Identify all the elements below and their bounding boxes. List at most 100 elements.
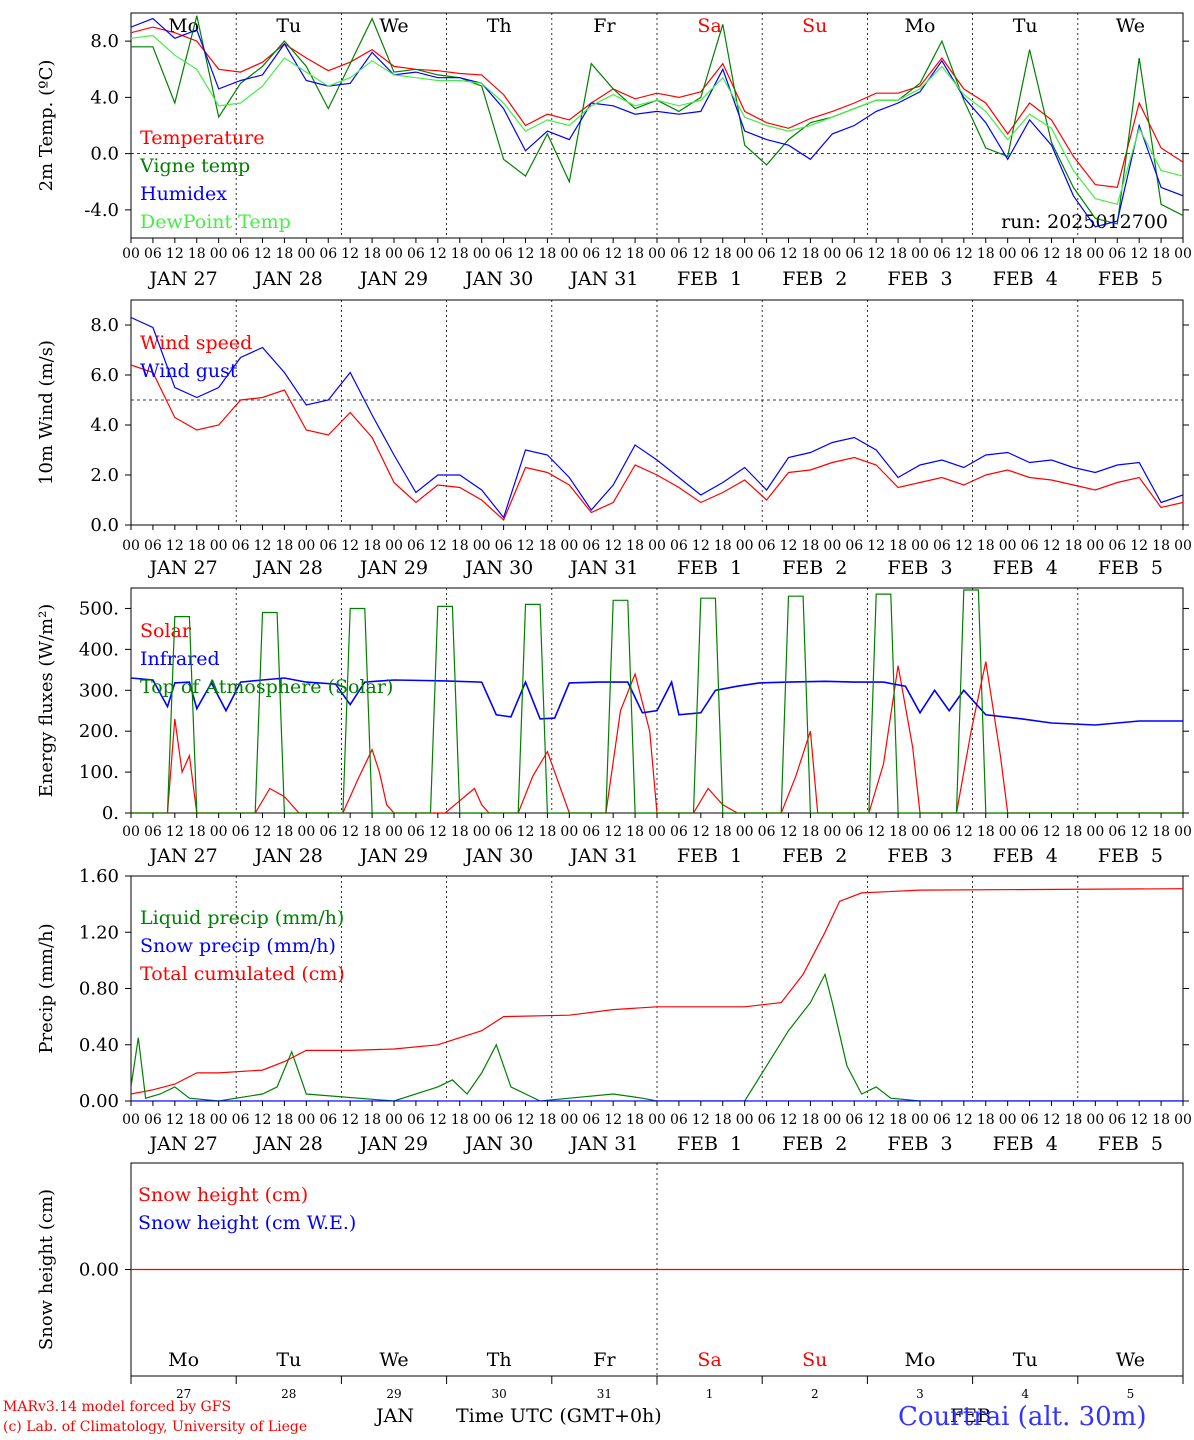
hour-tick-label: 18 xyxy=(276,538,294,554)
date-label: FEB 1 xyxy=(677,1133,742,1155)
hour-tick-label: 06 xyxy=(758,538,776,554)
legend-entry: Humidex xyxy=(140,183,227,205)
hour-tick-label: 00 xyxy=(736,824,754,840)
hour-tick-label: 18 xyxy=(802,246,820,262)
hour-tick-label: 00 xyxy=(1174,1112,1192,1128)
hour-tick-label: 12 xyxy=(517,824,535,840)
weekday-label: Tu xyxy=(276,15,301,37)
hour-tick-label: 00 xyxy=(648,824,666,840)
hour-tick-label: 06 xyxy=(495,824,513,840)
hour-tick-label: 18 xyxy=(363,1112,381,1128)
date-label: FEB 4 xyxy=(993,268,1058,290)
hour-tick-label: 00 xyxy=(1086,824,1104,840)
panel-5: 0.00 Snow height (cm) Snow height (cm) Snow… xyxy=(36,1162,1189,1401)
hour-tick-label: 00 xyxy=(999,246,1017,262)
hour-tick-label: 18 xyxy=(188,824,206,840)
date-label: JAN 29 xyxy=(358,557,428,579)
hour-tick-label: 00 xyxy=(648,246,666,262)
weekday-label: We xyxy=(379,15,408,37)
y-tick-label: 1.60 xyxy=(79,866,119,887)
date-label: JAN 28 xyxy=(253,557,323,579)
hour-tick-label: 18 xyxy=(539,824,557,840)
legend-entry: Top of Atmosphere (Solar) xyxy=(140,676,393,698)
hour-tick-label: 06 xyxy=(1108,538,1126,554)
date-label: FEB 5 xyxy=(1098,845,1163,867)
weekday-label: Sa xyxy=(697,1349,721,1371)
weekday-label: Su xyxy=(802,15,827,37)
hour-tick-label: 18 xyxy=(889,246,907,262)
hour-tick-label: 06 xyxy=(582,246,600,262)
series-line-infrared xyxy=(131,677,1183,726)
hour-tick-label: 00 xyxy=(911,246,929,262)
hour-tick-label: 18 xyxy=(539,1112,557,1128)
hour-tick-label: 12 xyxy=(955,824,973,840)
date-label: FEB 2 xyxy=(782,845,847,867)
hour-tick-label: 18 xyxy=(539,246,557,262)
y-tick-label: 4.0 xyxy=(90,415,119,436)
day-number-label: 3 xyxy=(916,1387,924,1401)
date-label: JAN 28 xyxy=(253,1133,323,1155)
series-line-humidex xyxy=(131,17,1183,228)
date-label: FEB 3 xyxy=(887,1133,952,1155)
hour-tick-label: 00 xyxy=(911,1112,929,1128)
weekday-label: We xyxy=(1116,1349,1145,1371)
date-label: JAN 31 xyxy=(568,845,638,867)
hour-tick-label: 00 xyxy=(911,538,929,554)
day-number-label: 1 xyxy=(706,1387,714,1401)
hour-tick-label: 06 xyxy=(670,1112,688,1128)
hour-tick-label: 06 xyxy=(319,538,337,554)
hour-tick-label: 12 xyxy=(692,246,710,262)
hour-tick-label: 00 xyxy=(823,824,841,840)
y-axis-label: 2m Temp. (ºC) xyxy=(36,60,57,192)
hour-tick-label: 12 xyxy=(1130,824,1148,840)
hour-tick-label: 00 xyxy=(385,1112,403,1128)
day-number-label: 5 xyxy=(1127,1387,1135,1401)
weekday-label: Su xyxy=(802,1349,827,1371)
hour-tick-label: 06 xyxy=(407,538,425,554)
model-credit: MARv3.14 model forced by GFS xyxy=(3,1399,232,1415)
hour-tick-label: 06 xyxy=(1021,246,1039,262)
date-label: JAN 27 xyxy=(148,557,218,579)
date-label: FEB 1 xyxy=(677,845,742,867)
weekday-label: Mo xyxy=(168,1349,199,1371)
hour-tick-label: 18 xyxy=(714,824,732,840)
date-label: JAN 28 xyxy=(253,268,323,290)
hour-tick-label: 18 xyxy=(1152,246,1170,262)
legend-entry: Temperature xyxy=(140,127,264,149)
y-tick-label: 0.0 xyxy=(90,515,119,536)
hour-tick-label: 12 xyxy=(429,824,447,840)
hour-tick-label: 12 xyxy=(341,824,359,840)
month-feb-label: FEB xyxy=(950,1405,992,1427)
station-name: Courtrai (alt. 30m) xyxy=(898,1402,1147,1432)
hour-tick-label: 00 xyxy=(1086,538,1104,554)
date-label: FEB 4 xyxy=(993,557,1058,579)
hour-tick-label: 00 xyxy=(210,824,228,840)
hour-tick-label: 12 xyxy=(1043,1112,1061,1128)
hour-tick-label: 06 xyxy=(144,538,162,554)
hour-tick-label: 18 xyxy=(276,246,294,262)
date-label: FEB 1 xyxy=(677,557,742,579)
hour-tick-label: 12 xyxy=(604,1112,622,1128)
hour-tick-label: 12 xyxy=(692,538,710,554)
hour-tick-label: 06 xyxy=(670,824,688,840)
hour-tick-label: 06 xyxy=(758,824,776,840)
date-label: FEB 5 xyxy=(1098,557,1163,579)
hour-tick-label: 18 xyxy=(626,824,644,840)
hour-tick-label: 06 xyxy=(1021,1112,1039,1128)
legend-entry: Wind speed xyxy=(140,332,252,354)
hour-tick-label: 12 xyxy=(1043,538,1061,554)
hour-tick-label: 18 xyxy=(188,1112,206,1128)
hour-tick-label: 06 xyxy=(1108,246,1126,262)
series-line-top-of-atmosphere-solar- xyxy=(131,589,1183,813)
date-label: JAN 30 xyxy=(463,1133,533,1155)
hour-tick-label: 00 xyxy=(473,824,491,840)
hour-tick-label: 06 xyxy=(1021,824,1039,840)
hour-tick-label: 06 xyxy=(845,538,863,554)
hour-tick-label: 18 xyxy=(539,538,557,554)
day-number-label: 27 xyxy=(176,1387,191,1401)
y-axis-label: Energy fluxes (W/m²) xyxy=(36,604,57,798)
month-jan-label: JAN xyxy=(376,1405,414,1427)
hour-tick-label: 06 xyxy=(1108,824,1126,840)
hour-tick-label: 12 xyxy=(1130,246,1148,262)
hour-tick-label: 18 xyxy=(714,538,732,554)
